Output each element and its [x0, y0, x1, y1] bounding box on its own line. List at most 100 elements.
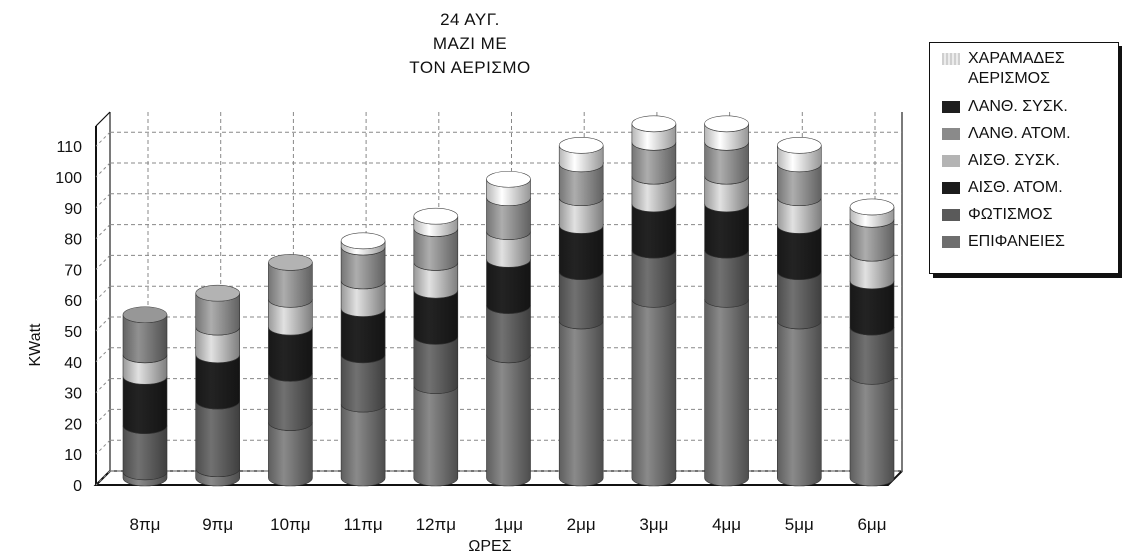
bar-segment [486, 305, 531, 364]
bar-segment [268, 422, 313, 487]
y-tick-label: 50 [64, 324, 82, 341]
y-tick-label: 20 [64, 416, 82, 433]
x-tick-label: 5μμ [785, 515, 814, 534]
bar-segment [340, 404, 386, 487]
x-tick-label: 4μμ [712, 515, 741, 534]
x-tick-label: 6μμ [857, 515, 886, 534]
title-line-3: ΤΟΝ ΑΕΡΙΣΜΟ [409, 58, 531, 77]
legend-swatch-lanth-sysk [942, 101, 960, 113]
y-tick-label: 40 [64, 355, 82, 372]
y-tick-label: 30 [64, 386, 82, 403]
y-tick-label: 10 [64, 447, 82, 464]
title-line-1: 24 ΑΥΓ. [440, 10, 500, 29]
bar-stack [268, 254, 313, 487]
legend-item-lanth-sysk: ΛΑΝΘ. ΣΥΣΚ. [942, 97, 1068, 119]
legend: ΧΑΡΑΜΑΔΕΣ ΑΕΡΙΣΜΟΣ ΛΑΝΘ. ΣΥΣΚ. ΛΑΝΘ. ΑΤΟ… [929, 42, 1119, 274]
bar-segment [849, 327, 895, 385]
y-gridline-side [95, 409, 111, 424]
legend-item-lanth-atom: ΛΑΝΘ. ΑΤΟΜ. [942, 124, 1071, 146]
bar-stack [122, 306, 168, 487]
legend-swatch-aisth-sysk [942, 155, 960, 167]
legend-item-fotismos: ΦΩΤΙΣΜΟΣ [942, 205, 1053, 227]
legend-label-fotismos: ΦΩΤΙΣΜΟΣ [968, 206, 1053, 223]
y-gridline-side [95, 193, 111, 209]
x-tick-label: 11πμ [344, 515, 383, 534]
legend-item-aisth-sysk: ΑΙΣΘ. ΣΥΣΚ. [942, 151, 1060, 173]
bar-top-cap [631, 115, 677, 133]
bar-stack [776, 137, 822, 487]
plot-floor [93, 470, 903, 486]
x-tick-label: 2μμ [567, 515, 596, 534]
bar-top-cap [704, 115, 749, 133]
bar-segment [486, 354, 531, 487]
bar-top-cap [849, 198, 895, 216]
bar-segment [777, 271, 822, 330]
legend-swatch-epifaneies [942, 236, 960, 248]
y-tick-label: 70 [64, 262, 82, 279]
title-line-2: ΜΑΖΙ ΜΕ [432, 34, 508, 53]
bar-stack [704, 115, 749, 487]
legend-label-epifaneies: ΕΠΙΦΑΝΕΙΕΣ [968, 233, 1065, 250]
bar-segment [340, 354, 386, 413]
y-gridline-side [95, 285, 111, 301]
y-gridline-side [95, 347, 111, 363]
bar-segment [777, 320, 822, 487]
legend-item-xaramades: ΧΑΡΑΜΑΔΕΣ ΑΕΡΙΣΜΟΣ [942, 49, 1065, 87]
y-axis-top-edge [95, 111, 111, 127]
x-tick-label: 1μμ [494, 515, 523, 534]
bar-segment [704, 299, 749, 487]
x-tick-label: 8πμ [130, 515, 161, 534]
bar-segment [849, 376, 895, 487]
bar-stack [849, 198, 895, 487]
y-tick-label: 90 [64, 201, 82, 218]
bar-segment [704, 250, 749, 308]
y-tick-label: 110 [56, 139, 82, 156]
legend-swatch-lanth-atom [942, 128, 960, 140]
bar-stack [340, 232, 386, 487]
bar-segment [558, 320, 604, 487]
bar-segment [195, 400, 240, 478]
y-gridline-side [95, 255, 111, 270]
x-tick-label: 10πμ [270, 515, 310, 534]
legend-label-lanth-sysk: ΛΑΝΘ. ΣΥΣΚ. [968, 98, 1068, 115]
bar-stack [558, 137, 604, 487]
bar-segment [631, 299, 677, 487]
legend-label-xaramades: ΧΑΡΑΜΑΔΕΣ [968, 50, 1065, 67]
x-tick-label: 3μμ [639, 515, 668, 534]
bar-stack [413, 207, 459, 487]
legend-item-aisth-atom: ΑΙΣΘ. ΑΤΟΜ. [942, 178, 1063, 200]
legend-swatch-aisth-atom [942, 182, 960, 194]
bar-segment [558, 271, 604, 330]
bar-top-cap [268, 254, 313, 271]
bar-stack [486, 170, 531, 487]
bar-top-cap [486, 170, 531, 188]
legend-label-aerismos: ΑΕΡΙΣΜΟΣ [968, 70, 1051, 87]
y-tick-label: 60 [64, 293, 82, 310]
y-axis-title: KWatt [27, 323, 44, 367]
y-tick-label: 0 [73, 478, 82, 495]
bar-stack [631, 115, 677, 487]
y-tick-label: 100 [55, 170, 82, 187]
bar-segment [122, 376, 168, 434]
legend-swatch-fotismos [942, 209, 960, 221]
bar-top-cap [558, 137, 604, 154]
y-gridline-side [95, 316, 111, 332]
legend-swatch-xaramades [942, 53, 960, 65]
legend-label-lanth-atom: ΛΑΝΘ. ΑΤΟΜ. [968, 125, 1071, 142]
y-gridline-side [95, 162, 111, 178]
bar-segment [413, 385, 459, 487]
bar-segment [413, 336, 459, 394]
legend-item-epifaneies: ΕΠΙΦΑΝΕΙΕΣ [942, 232, 1065, 254]
bar-top-cap [122, 306, 168, 324]
legend-label-aisth-sysk: ΑΙΣΘ. ΣΥΣΚ. [968, 152, 1060, 169]
bar-segment [268, 373, 313, 431]
bar-top-cap [776, 137, 822, 154]
y-gridline-side [95, 439, 111, 455]
x-tick-label: 9πμ [202, 515, 233, 534]
bar-top-cap [340, 232, 386, 250]
bar-top-cap [195, 284, 240, 302]
x-axis-title: ΩΡΕΣ [468, 538, 511, 554]
bar-segment [631, 250, 677, 308]
x-tick-label: 12πμ [416, 515, 456, 534]
